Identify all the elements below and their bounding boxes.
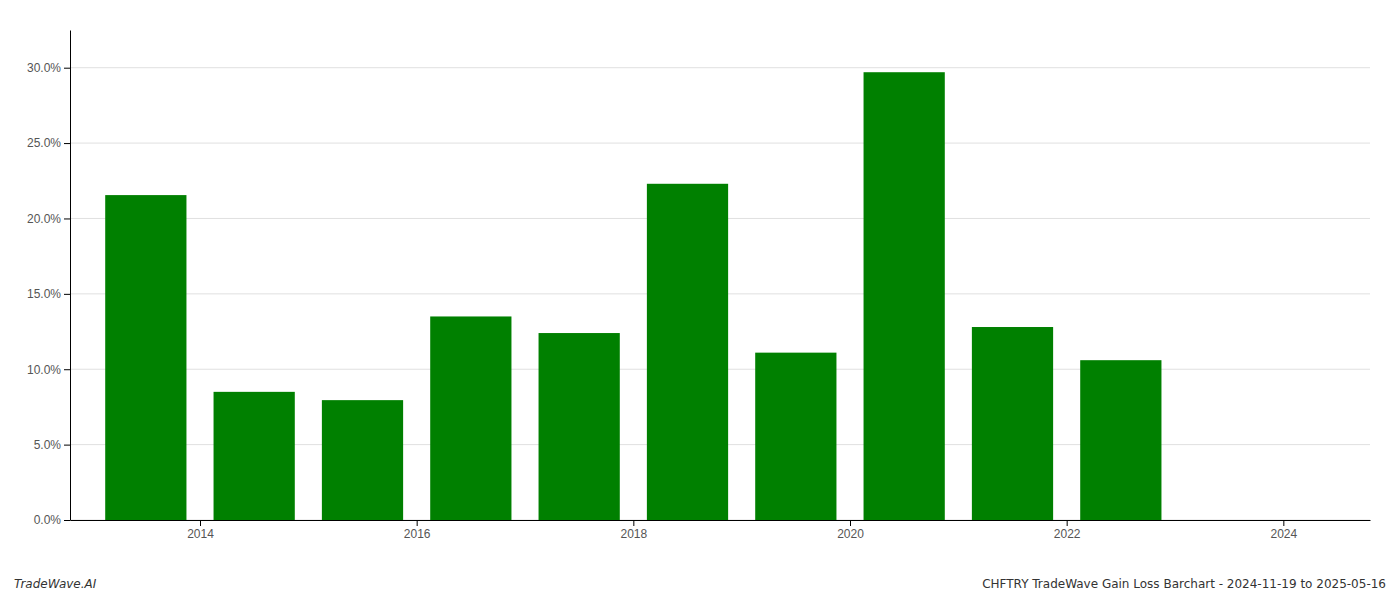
y-tick: 30.0%: [27, 61, 70, 75]
bar: [105, 195, 186, 520]
x-tick-label: 2024: [1270, 527, 1297, 541]
bar: [539, 333, 620, 520]
x-tick-label: 2014: [187, 527, 214, 541]
y-tick-mark: [64, 294, 70, 295]
y-tick-label: 30.0%: [27, 61, 61, 75]
bar: [647, 184, 728, 520]
x-tick-mark: [417, 520, 418, 526]
grid-line: [70, 143, 1370, 144]
x-axis: 2014 2016 2018 2020 2022 2024: [71, 520, 1371, 541]
bars: [105, 72, 1161, 520]
bar: [430, 316, 511, 520]
y-tick-label: 0.0%: [34, 513, 62, 527]
grid: [70, 68, 1370, 520]
bar: [1189, 520, 1270, 521]
y-tick-mark: [64, 68, 70, 69]
y-tick-label: 20.0%: [27, 212, 61, 226]
x-tick: 2020: [837, 520, 864, 541]
chart: 2014 2016 2018 2020 2022 2024 0.0% 5.0% 10.0% 15.…: [0, 0, 1400, 600]
y-tick-label: 15.0%: [27, 287, 61, 301]
y-tick: 0.0%: [34, 513, 70, 527]
bar: [972, 327, 1053, 520]
x-tick-label: 2022: [1054, 527, 1081, 541]
x-tick-mark: [633, 520, 634, 526]
bar: [322, 400, 403, 520]
y-tick-mark: [64, 445, 70, 446]
y-axis-line: [70, 31, 71, 521]
y-tick: 5.0%: [34, 438, 70, 452]
x-tick: 2022: [1054, 520, 1081, 541]
y-axis: 0.0% 5.0% 10.0% 15.0% 20.0% 25.0% 30.0%: [27, 31, 71, 528]
x-tick-label: 2016: [404, 527, 431, 541]
y-tick: 20.0%: [27, 212, 70, 226]
bar: [864, 72, 945, 520]
x-tick-mark: [1067, 520, 1068, 526]
x-tick-mark: [200, 520, 201, 526]
x-tick-label: 2020: [837, 527, 864, 541]
footer: TradeWave.AI: [14, 577, 97, 591]
plot: 2014 2016 2018 2020 2022 2024 0.0% 5.0% 10.0% 15.…: [27, 31, 1371, 541]
bar: [755, 353, 836, 520]
y-tick: 15.0%: [27, 287, 70, 301]
y-tick-mark: [64, 143, 70, 144]
y-tick-mark: [64, 369, 70, 370]
x-tick: 2016: [404, 520, 431, 541]
x-tick-mark: [1283, 520, 1284, 526]
y-tick-mark: [64, 520, 70, 521]
bar: [1080, 360, 1161, 520]
footer: CHFTRY TradeWave Gain Loss Barchart - 20…: [982, 577, 1386, 591]
y-tick: 25.0%: [27, 136, 70, 150]
x-tick-mark: [850, 520, 851, 526]
y-tick-mark: [64, 218, 70, 219]
x-tick: 2018: [620, 520, 647, 541]
grid-line: [70, 67, 1370, 68]
y-tick: 10.0%: [27, 363, 70, 377]
x-tick: 2024: [1270, 520, 1297, 541]
y-tick-label: 10.0%: [27, 363, 61, 377]
x-tick: 2014: [187, 520, 214, 541]
y-tick-label: 5.0%: [34, 438, 62, 452]
x-tick-label: 2018: [620, 527, 647, 541]
bar: [214, 392, 295, 520]
y-tick-label: 25.0%: [27, 136, 61, 150]
x-axis-line: [71, 520, 1371, 521]
